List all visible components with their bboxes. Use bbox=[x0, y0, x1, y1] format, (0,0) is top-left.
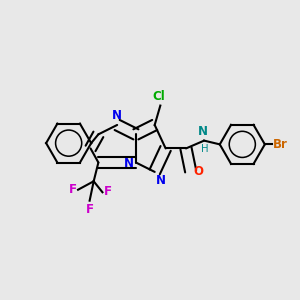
Text: Br: Br bbox=[273, 138, 288, 151]
Text: N: N bbox=[156, 174, 166, 188]
Text: N: N bbox=[123, 157, 134, 169]
Text: H: H bbox=[201, 144, 208, 154]
Text: F: F bbox=[104, 185, 112, 198]
Text: F: F bbox=[85, 203, 94, 216]
Text: F: F bbox=[68, 183, 76, 196]
Text: N: N bbox=[112, 109, 122, 122]
Text: Cl: Cl bbox=[152, 90, 165, 103]
Text: O: O bbox=[194, 165, 204, 178]
Text: N: N bbox=[198, 125, 208, 138]
